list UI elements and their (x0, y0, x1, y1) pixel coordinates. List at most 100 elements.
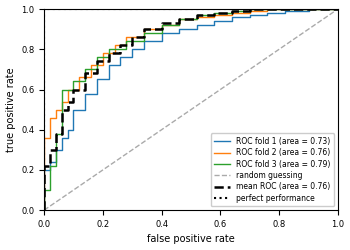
mean ROC (area = 0.76) (65, 108, 70, 111)
Line: perfect performance: perfect performance (44, 9, 338, 210)
mean ROC (area = 0.76) (212, 14, 217, 16)
mean ROC (area = 0.76) (83, 72, 87, 75)
ROC fold 1 (area = 0.73) (324, 8, 328, 10)
ROC fold 1 (area = 0.73) (230, 20, 234, 22)
ROC fold 2 (area = 0.76) (124, 44, 128, 47)
mean ROC (area = 0.76) (142, 36, 146, 39)
ROC fold 1 (area = 0.73) (118, 64, 122, 67)
ROC fold 1 (area = 0.73) (71, 108, 76, 111)
ROC fold 2 (area = 0.76) (160, 28, 164, 31)
mean ROC (area = 0.76) (248, 8, 252, 10)
ROC fold 2 (area = 0.76) (101, 64, 105, 67)
mean ROC (area = 0.76) (283, 8, 287, 10)
ROC fold 1 (area = 0.73) (142, 48, 146, 51)
ROC fold 2 (area = 0.76) (265, 8, 270, 10)
ROC fold 3 (area = 0.79) (71, 88, 76, 91)
mean ROC (area = 0.76) (54, 148, 58, 151)
ROC fold 2 (area = 0.76) (212, 14, 217, 16)
ROC fold 3 (area = 0.79) (124, 40, 128, 43)
ROC fold 1 (area = 0.73) (54, 160, 58, 164)
perfect performance (42, 209, 46, 212)
Line: ROC fold 3 (area = 0.79): ROC fold 3 (area = 0.79) (44, 9, 338, 210)
ROC fold 1 (area = 0.73) (306, 8, 310, 10)
ROC fold 3 (area = 0.79) (60, 88, 64, 91)
ROC fold 3 (area = 0.79) (95, 56, 99, 59)
ROC fold 3 (area = 0.79) (265, 8, 270, 10)
ROC fold 1 (area = 0.73) (95, 78, 99, 81)
ROC fold 3 (area = 0.79) (336, 8, 340, 10)
mean ROC (area = 0.76) (230, 12, 234, 14)
ROC fold 3 (area = 0.79) (230, 12, 234, 14)
ROC fold 1 (area = 0.73) (265, 14, 270, 16)
ROC fold 2 (area = 0.76) (336, 8, 340, 10)
mean ROC (area = 0.76) (301, 8, 305, 10)
ROC fold 3 (area = 0.79) (177, 18, 181, 20)
mean ROC (area = 0.76) (60, 132, 64, 135)
ROC fold 1 (area = 0.73) (107, 78, 111, 81)
mean ROC (area = 0.76) (54, 132, 58, 135)
ROC fold 1 (area = 0.73) (265, 12, 270, 14)
ROC fold 2 (area = 0.76) (195, 18, 199, 20)
mean ROC (area = 0.76) (118, 44, 122, 47)
ROC fold 1 (area = 0.73) (42, 209, 46, 212)
ROC fold 3 (area = 0.79) (318, 8, 322, 10)
ROC fold 1 (area = 0.73) (160, 32, 164, 35)
ROC fold 3 (area = 0.79) (107, 48, 111, 51)
ROC fold 3 (area = 0.79) (195, 14, 199, 16)
ROC fold 1 (area = 0.73) (60, 148, 64, 151)
ROC fold 3 (area = 0.79) (48, 164, 52, 168)
ROC fold 1 (area = 0.73) (160, 40, 164, 43)
perfect performance (336, 8, 340, 10)
ROC fold 3 (area = 0.79) (301, 8, 305, 10)
ROC fold 2 (area = 0.76) (248, 12, 252, 14)
ROC fold 2 (area = 0.76) (65, 100, 70, 103)
mean ROC (area = 0.76) (318, 8, 322, 10)
ROC fold 3 (area = 0.79) (95, 68, 99, 71)
ROC fold 3 (area = 0.79) (42, 209, 46, 212)
perfect performance (42, 8, 46, 10)
mean ROC (area = 0.76) (107, 52, 111, 55)
mean ROC (area = 0.76) (42, 209, 46, 212)
ROC fold 2 (area = 0.76) (230, 12, 234, 14)
ROC fold 2 (area = 0.76) (301, 8, 305, 10)
ROC fold 3 (area = 0.79) (212, 14, 217, 16)
ROC fold 1 (area = 0.73) (324, 8, 328, 10)
ROC fold 2 (area = 0.76) (42, 136, 46, 139)
ROC fold 1 (area = 0.73) (107, 64, 111, 67)
ROC fold 2 (area = 0.76) (283, 8, 287, 10)
ROC fold 3 (area = 0.79) (142, 40, 146, 43)
ROC fold 2 (area = 0.76) (212, 16, 217, 18)
mean ROC (area = 0.76) (195, 14, 199, 16)
ROC fold 1 (area = 0.73) (118, 56, 122, 59)
ROC fold 2 (area = 0.76) (248, 10, 252, 12)
ROC fold 2 (area = 0.76) (77, 76, 82, 79)
ROC fold 1 (area = 0.73) (195, 24, 199, 27)
ROC fold 1 (area = 0.73) (65, 128, 70, 131)
mean ROC (area = 0.76) (248, 10, 252, 12)
Legend: ROC fold 1 (area = 0.73), ROC fold 2 (area = 0.76), ROC fold 3 (area = 0.79), ra: ROC fold 1 (area = 0.73), ROC fold 2 (ar… (211, 133, 334, 206)
ROC fold 2 (area = 0.76) (124, 36, 128, 39)
ROC fold 3 (area = 0.79) (212, 12, 217, 14)
ROC fold 2 (area = 0.76) (142, 28, 146, 31)
mean ROC (area = 0.76) (107, 60, 111, 63)
ROC fold 3 (area = 0.79) (160, 32, 164, 35)
ROC fold 2 (area = 0.76) (177, 18, 181, 20)
mean ROC (area = 0.76) (71, 88, 76, 91)
mean ROC (area = 0.76) (336, 8, 340, 10)
ROC fold 1 (area = 0.73) (83, 92, 87, 95)
ROC fold 1 (area = 0.73) (248, 14, 252, 16)
mean ROC (area = 0.76) (318, 8, 322, 10)
ROC fold 2 (area = 0.76) (283, 8, 287, 10)
ROC fold 1 (area = 0.73) (142, 40, 146, 43)
ROC fold 3 (area = 0.79) (54, 132, 58, 135)
ROC fold 1 (area = 0.73) (230, 16, 234, 18)
ROC fold 3 (area = 0.79) (48, 188, 52, 192)
ROC fold 3 (area = 0.79) (142, 32, 146, 35)
mean ROC (area = 0.76) (95, 72, 99, 75)
ROC fold 3 (area = 0.79) (71, 80, 76, 83)
ROC fold 1 (area = 0.73) (212, 20, 217, 22)
mean ROC (area = 0.76) (177, 22, 181, 25)
ROC fold 2 (area = 0.76) (77, 88, 82, 91)
mean ROC (area = 0.76) (160, 22, 164, 25)
ROC fold 3 (area = 0.79) (248, 8, 252, 10)
